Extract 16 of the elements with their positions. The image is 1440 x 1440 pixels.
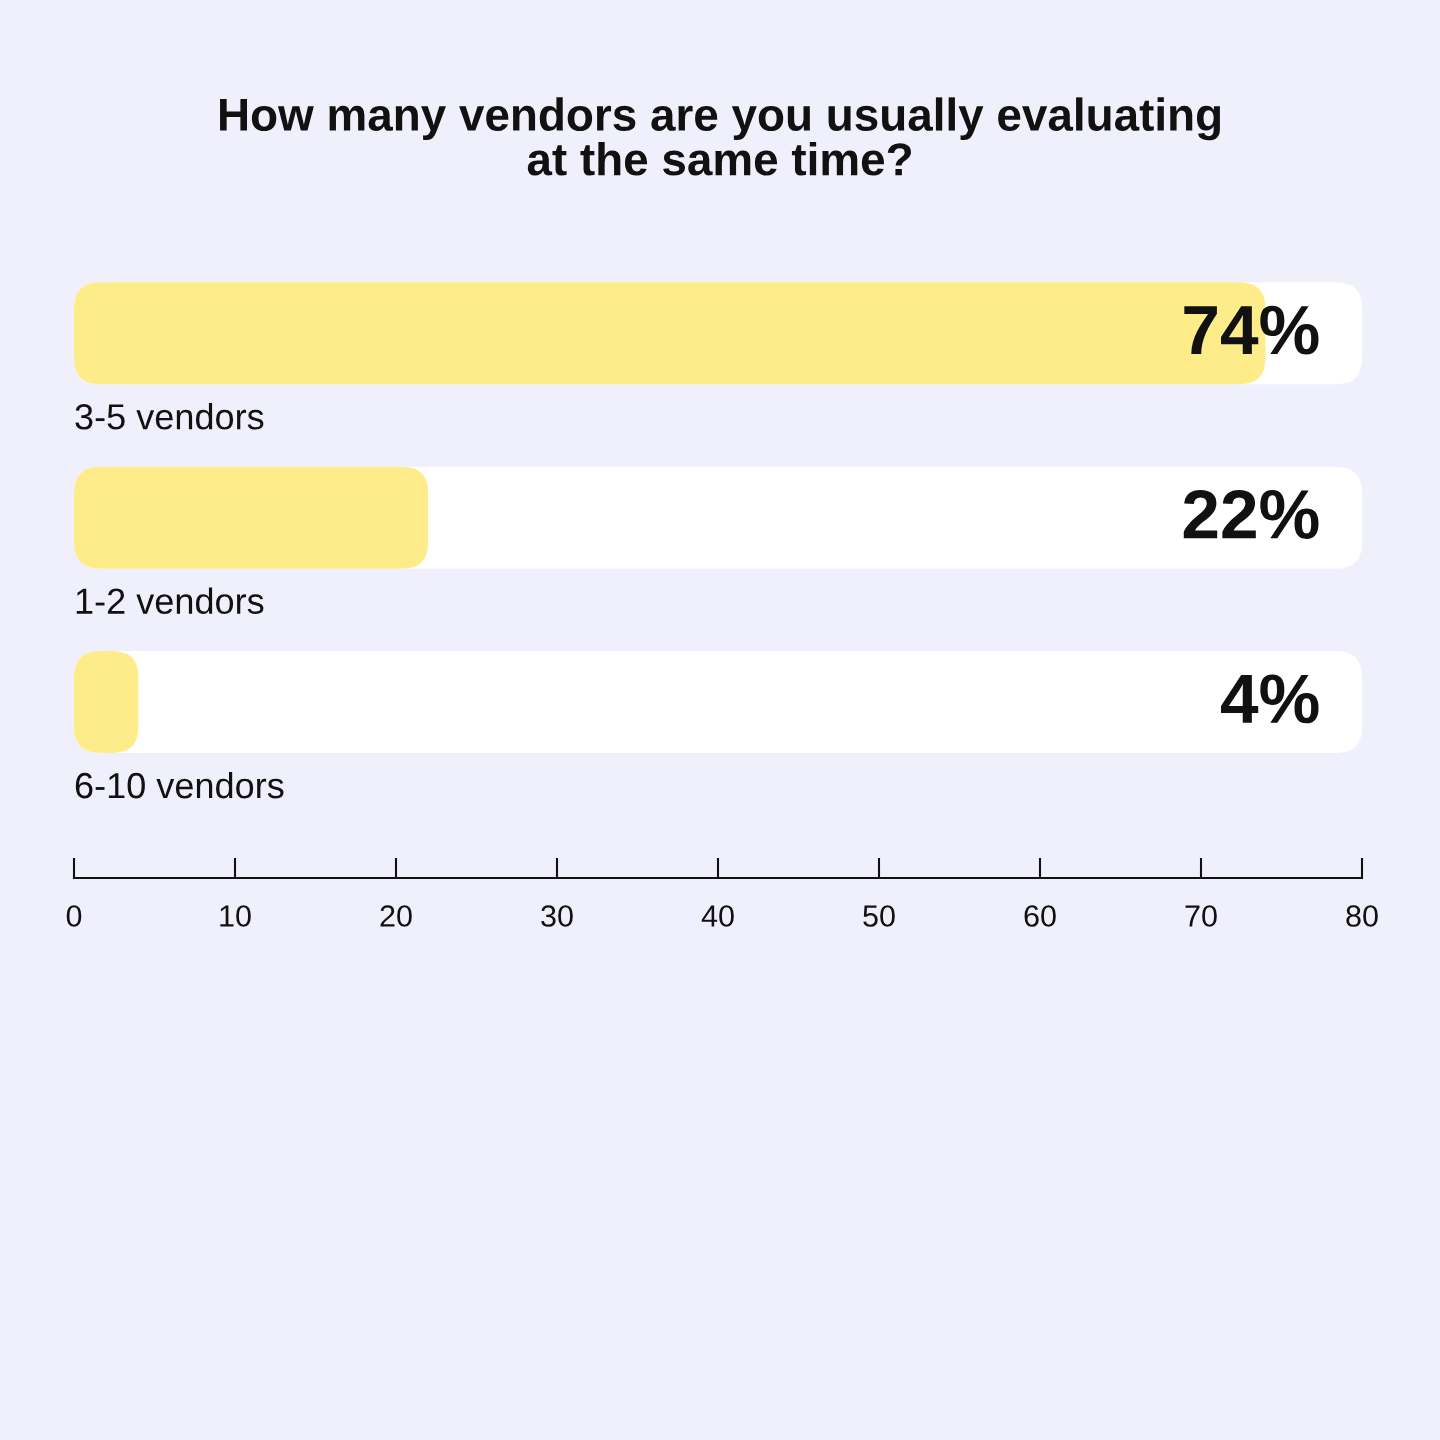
chart-title: How many vendors are you usually evaluating at the same time? [220,97,1221,176]
data-label: 22% [1183,489,1319,539]
x-tick-label: 60 [1024,905,1056,927]
data-label: 74% [1184,305,1319,355]
x-tick-label: 50 [863,905,895,927]
x-tick-label: 40 [701,905,734,927]
y-tick-label: 3-5 vendors [75,403,264,430]
x-tick-label: 0 [66,905,82,927]
x-tick-label: 10 [220,905,251,927]
y-tick-label: 1-2 vendors [76,587,264,615]
x-tick-label: 20 [380,905,412,927]
x-tick-label: 70 [1185,905,1217,927]
x-tick-label: 30 [541,905,573,927]
y-tick-label: 6-10 vendors [75,771,284,799]
x-tick-label: 80 [1346,905,1378,927]
data-label: 4% [1221,674,1319,724]
